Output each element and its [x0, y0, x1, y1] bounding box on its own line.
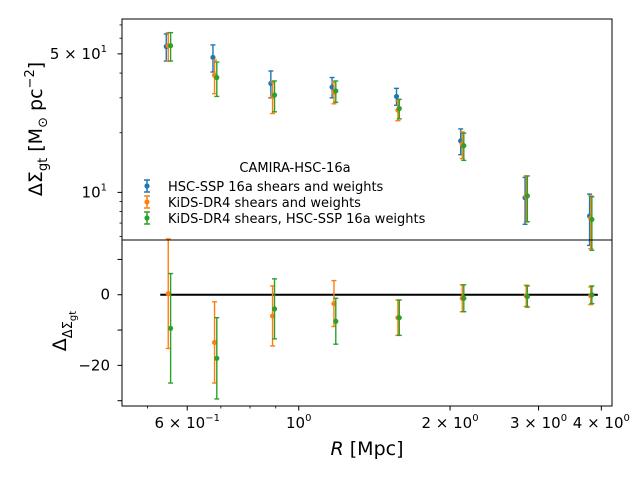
- bottom-series-1-point-1: [214, 317, 220, 400]
- bottom-y-tick-label-0-base: −20: [78, 356, 110, 374]
- top-series-2-point-4: [396, 98, 402, 120]
- bottom-y-tick-label-1-base: 0: [100, 286, 110, 304]
- legend-entry-hsc: HSC-SSP 16a shears and weights: [144, 179, 384, 195]
- x-tick-label-4-exponent: 0: [624, 413, 630, 424]
- top-y-tick-label-0-base: 10: [82, 183, 101, 201]
- top-series-2-point-2: [271, 80, 278, 113]
- x-tick-label-2-exponent: 0: [472, 413, 478, 424]
- x-tick-label-2-base: 2 × 10: [421, 414, 472, 432]
- x-tick-label-0-exponent: −1: [205, 413, 220, 424]
- legend-marker-kids-hscw: [144, 215, 150, 221]
- data-point: [271, 306, 278, 312]
- bottom-series-1-point-7: [589, 285, 595, 305]
- data-point: [461, 295, 467, 301]
- top-y-label-unit: pc: [25, 88, 47, 117]
- data-point: [589, 292, 595, 298]
- bottom-series-0-point-0: [165, 238, 171, 350]
- x-axis-label: R [Mpc]: [331, 438, 404, 460]
- top-marks: [163, 31, 595, 252]
- bottom-marks: [165, 238, 595, 400]
- x-tick-label-1-base: 10: [286, 414, 305, 432]
- x-tick-label-2: 2 × 100: [421, 413, 478, 432]
- top-y-label-odot: ⊙: [36, 117, 51, 128]
- x-tick-label-3: 3 × 100: [510, 413, 567, 432]
- top-series-2-point-0: [168, 31, 174, 62]
- bottom-y-label-subsub: gt: [68, 311, 79, 321]
- top-y-tick-label-1-base: 5 × 10: [50, 45, 101, 63]
- bottom-series-1-point-2: [271, 278, 278, 340]
- data-point: [393, 93, 400, 100]
- x-label-unit: [Mpc]: [344, 438, 404, 460]
- top-series-0-point-1: [210, 44, 216, 73]
- data-point: [396, 315, 402, 321]
- data-point: [211, 339, 218, 346]
- data-point: [524, 293, 530, 300]
- legend-marker-hsc: [144, 183, 150, 189]
- top-y-label-sub: gt: [36, 158, 51, 171]
- x-tick-label-1: 100: [286, 413, 311, 432]
- data-point: [168, 43, 174, 49]
- top-y-label-open: [M: [25, 128, 47, 158]
- legend-marker-kids: [144, 199, 150, 205]
- legend: CAMIRA-HSC-16a HSC-SSP 16a shears and we…: [144, 161, 426, 227]
- top-y-label-sup: −2: [23, 69, 38, 88]
- top-y-tick-label-1-exponent: 1: [101, 44, 107, 55]
- legend-label-kids-hscw: KiDS-DR4 shears, HSC-SSP 16a weights: [168, 212, 426, 227]
- x-tick-label-4: 4 × 100: [573, 413, 630, 432]
- x-tick-label-4-base: 4 × 10: [573, 414, 624, 432]
- top-series-2-point-6: [524, 175, 530, 223]
- data-point: [589, 216, 595, 223]
- top-y-label-main: ΔΣ: [25, 171, 47, 196]
- data-point: [524, 193, 530, 199]
- data-point: [271, 92, 278, 98]
- data-point: [165, 291, 171, 297]
- bottom-y-axis-label: ΔΔΣgt: [49, 311, 79, 351]
- top-series-2-point-1: [214, 61, 220, 98]
- legend-title: CAMIRA-HSC-16a: [239, 161, 350, 176]
- legend-entry-kids: KiDS-DR4 shears and weights: [144, 195, 361, 211]
- top-series-2-point-3: [333, 80, 339, 103]
- top-y-tick-label-0-exponent: 1: [101, 182, 107, 193]
- legend-label-kids: KiDS-DR4 shears and weights: [168, 196, 361, 211]
- legend-entry-kids-hscw: KiDS-DR4 shears, HSC-SSP 16a weights: [144, 211, 426, 227]
- data-point: [168, 325, 174, 331]
- data-point: [333, 318, 339, 324]
- top-y-axis-label: ΔΣgt [M⊙ pc−2]: [23, 62, 51, 196]
- x-label-var: R: [331, 438, 344, 460]
- bottom-series-1-point-4: [396, 299, 402, 337]
- top-y-tick-label-0: 101: [82, 182, 107, 201]
- x-tick-label-0: 6 × 10−1: [154, 413, 220, 432]
- bottom-y-tick-label-0: −20: [78, 356, 110, 374]
- top-series-2-point-5: [461, 132, 467, 162]
- top-y-tick-label-1: 5 × 101: [50, 44, 107, 63]
- data-point: [210, 54, 216, 61]
- data-point: [396, 105, 402, 112]
- top-y-label-close: ]: [25, 62, 47, 69]
- data-point: [214, 355, 220, 361]
- data-point: [333, 88, 339, 94]
- bottom-series-1-point-6: [524, 285, 530, 308]
- x-tick-label-0-base: 6 × 10: [154, 414, 205, 432]
- bottom-y-tick-label-1: 0: [100, 286, 110, 304]
- bottom-y-label-sub: ΔΣ: [61, 321, 76, 338]
- x-tick-label-3-base: 3 × 10: [510, 414, 561, 432]
- bottom-series-1-point-3: [333, 297, 339, 345]
- bottom-series-1-point-5: [461, 284, 467, 313]
- data-point: [214, 74, 220, 81]
- bottom-axes-frame: [121, 239, 613, 407]
- legend-label-hsc: HSC-SSP 16a shears and weights: [168, 180, 384, 195]
- top-series-2-point-7: [589, 196, 595, 252]
- bottom-y-label-main: Δ: [49, 338, 71, 351]
- data-point: [461, 143, 467, 149]
- x-tick-label-1-exponent: 0: [305, 413, 311, 424]
- x-tick-label-3-exponent: 0: [561, 413, 567, 424]
- bottom-series-1-point-0: [168, 272, 174, 384]
